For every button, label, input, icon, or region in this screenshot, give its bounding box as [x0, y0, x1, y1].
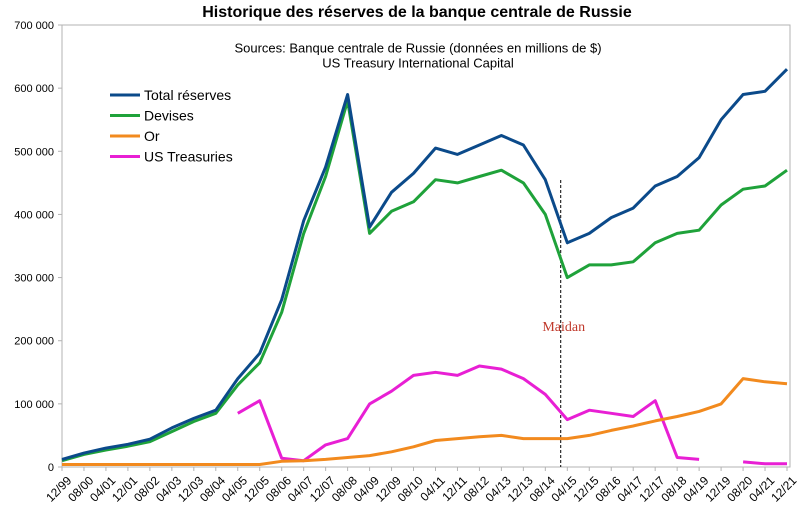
series-line: [62, 377, 788, 466]
series-line: [237, 364, 787, 466]
plot-area: [61, 24, 791, 468]
series-line: [61, 99, 788, 463]
legend-label: Total réserves: [144, 87, 231, 103]
legend-label: Devises: [144, 108, 194, 124]
legend-label: US Treasuries: [144, 149, 233, 165]
series-line: [61, 68, 789, 461]
x-tick-label: 12/21: [768, 473, 799, 504]
subtitle: US Treasury International Capital: [322, 55, 514, 70]
y-tick-label: 100 000: [14, 399, 54, 411]
y-tick-label: 0: [48, 462, 54, 474]
y-tick-label: 600 000: [14, 83, 54, 95]
legend-label: Or: [144, 128, 160, 144]
subtitle: Sources: Banque centrale de Russie (donn…: [234, 40, 601, 55]
y-tick-label: 500 000: [14, 146, 54, 158]
y-tick-label: 700 000: [14, 20, 54, 32]
y-tick-label: 200 000: [14, 336, 54, 348]
y-tick-label: 400 000: [14, 209, 54, 221]
y-tick-label: 300 000: [14, 273, 54, 285]
annotation: Maidan: [542, 320, 585, 335]
chart-title: Historique des réserves de la banque cen…: [202, 4, 632, 21]
